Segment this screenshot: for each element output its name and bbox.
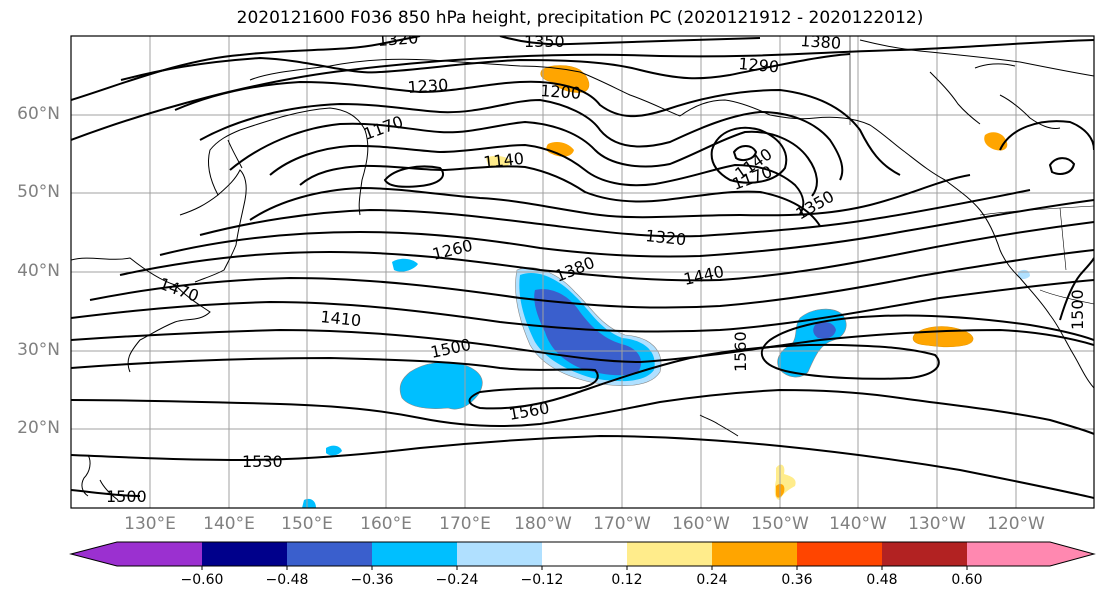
- contour-label: 1500: [1068, 289, 1087, 330]
- lon-label: 130°E: [124, 514, 176, 534]
- colorbar-segment: [627, 542, 712, 566]
- lat-label: 50°N: [17, 182, 60, 202]
- contour-label: 1380: [800, 31, 842, 53]
- contour-label: 1350: [524, 32, 565, 51]
- lon-label: 140°W: [829, 514, 887, 534]
- colorbar-outline: [69, 541, 1096, 567]
- lon-label: 170°E: [439, 514, 491, 534]
- precip-yellow-1: [486, 155, 512, 167]
- lon-label: 180°W: [514, 514, 572, 534]
- colorbar-tick-label: −0.60: [180, 572, 224, 588]
- contour-label: 1410: [320, 307, 362, 330]
- colorbar-tick-label: 0.12: [611, 572, 643, 588]
- contour-label: 1230: [407, 75, 449, 97]
- contour-label: 1290: [738, 54, 780, 76]
- colorbar-tick-label: 0.36: [781, 572, 813, 588]
- contour-label: 1200: [540, 81, 582, 103]
- lat-label: 40°N: [17, 261, 60, 281]
- lon-label: 150°W: [751, 514, 809, 534]
- precip-cyan-small-2: [326, 445, 342, 456]
- contour-label: 1140: [482, 149, 524, 172]
- colorbar-segment: [542, 542, 627, 566]
- map-title: 2020121600 F036 850 hPa height, precipit…: [236, 8, 924, 28]
- precip-cyan-small-4: [302, 498, 316, 508]
- lon-label: 170°W: [593, 514, 651, 534]
- lat-label: 30°N: [17, 340, 60, 360]
- contour-label: 1320: [645, 226, 687, 249]
- colorbar-tick-label: −0.36: [350, 572, 394, 588]
- colorbar-tick-label: 0.48: [866, 572, 898, 588]
- lon-label: 160°E: [360, 514, 412, 534]
- lon-label: 150°E: [281, 514, 333, 534]
- contour-label: 1500: [106, 487, 147, 506]
- lat-label: 20°N: [17, 418, 60, 438]
- colorbar-segment: [797, 542, 882, 566]
- colorbar-segment: [202, 542, 287, 566]
- colorbar-segment: [882, 542, 967, 566]
- precip-royal-blue: [534, 289, 642, 376]
- colorbar-tick-label: 0.60: [951, 572, 983, 588]
- precip-orange-2: [546, 142, 574, 157]
- lon-label: 120°W: [987, 514, 1045, 534]
- colorbar: [69, 541, 1096, 570]
- height-contours: [71, 36, 1094, 499]
- colorbar-segment: [457, 542, 542, 566]
- colorbar-tick-label: −0.24: [435, 572, 479, 588]
- coastlines: [71, 39, 1094, 501]
- colorbar-extend-left: [71, 542, 202, 566]
- contour-label: 1560: [731, 331, 750, 372]
- colorbar-segment: [712, 542, 797, 566]
- contour-label: 1530: [242, 452, 283, 471]
- colorbar-tick-label: −0.12: [520, 572, 564, 588]
- colorbar-tick-label: −0.48: [265, 572, 309, 588]
- colorbar-extend-right: [967, 542, 1094, 566]
- contour-label: 1320: [377, 28, 419, 50]
- precip-royal-blue-east: [813, 322, 836, 339]
- precip-cyan-small-1: [392, 258, 418, 272]
- lat-label: 60°N: [17, 104, 60, 124]
- lon-label: 160°W: [672, 514, 730, 534]
- colorbar-segment: [372, 542, 457, 566]
- lon-label: 140°E: [203, 514, 255, 534]
- colorbar-tick-label: 0.24: [696, 572, 728, 588]
- colorbar-segment: [287, 542, 372, 566]
- lon-label: 130°W: [908, 514, 966, 534]
- map-border: [70, 35, 1095, 509]
